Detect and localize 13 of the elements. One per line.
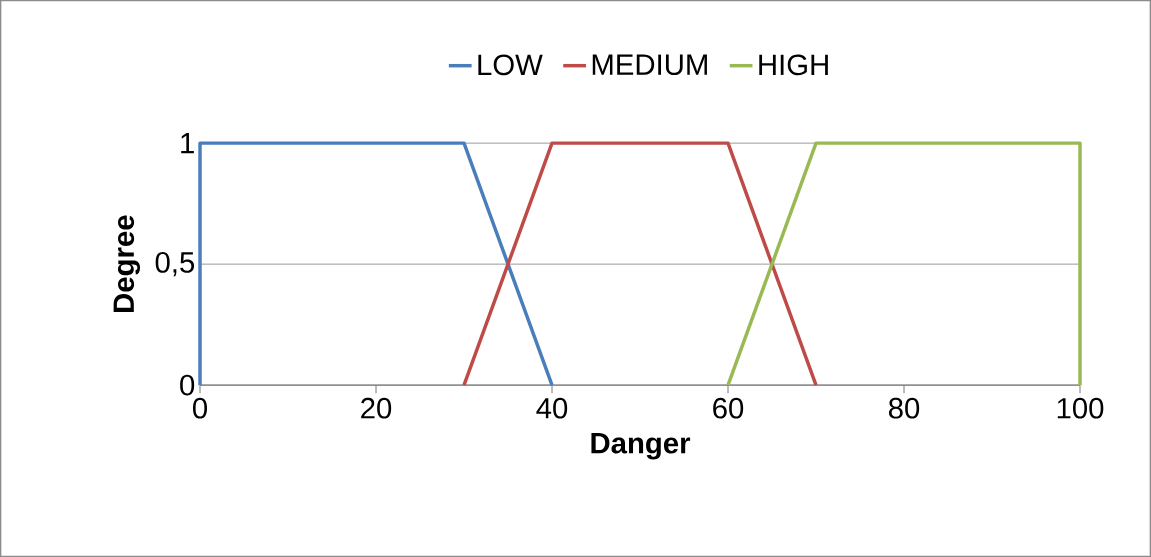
x-tick-label: 60 <box>713 397 744 419</box>
x-tick-label: 40 <box>536 397 568 419</box>
legend-label: HIGH <box>759 54 828 76</box>
y-tick-label: 0,5 <box>155 252 195 277</box>
x-tick-label: 80 <box>888 397 920 419</box>
legend-label: MEDIUM <box>592 54 707 76</box>
y-tick-label: 0 <box>180 374 195 396</box>
x-tick-label: 20 <box>361 397 392 419</box>
x-tick-label: 100 <box>1057 397 1104 419</box>
x-axis-title: Danger <box>591 433 691 460</box>
legend-label: LOW <box>478 54 543 76</box>
y-axis-title: Degree <box>113 215 141 312</box>
y-tick-label: 1 <box>181 133 194 154</box>
